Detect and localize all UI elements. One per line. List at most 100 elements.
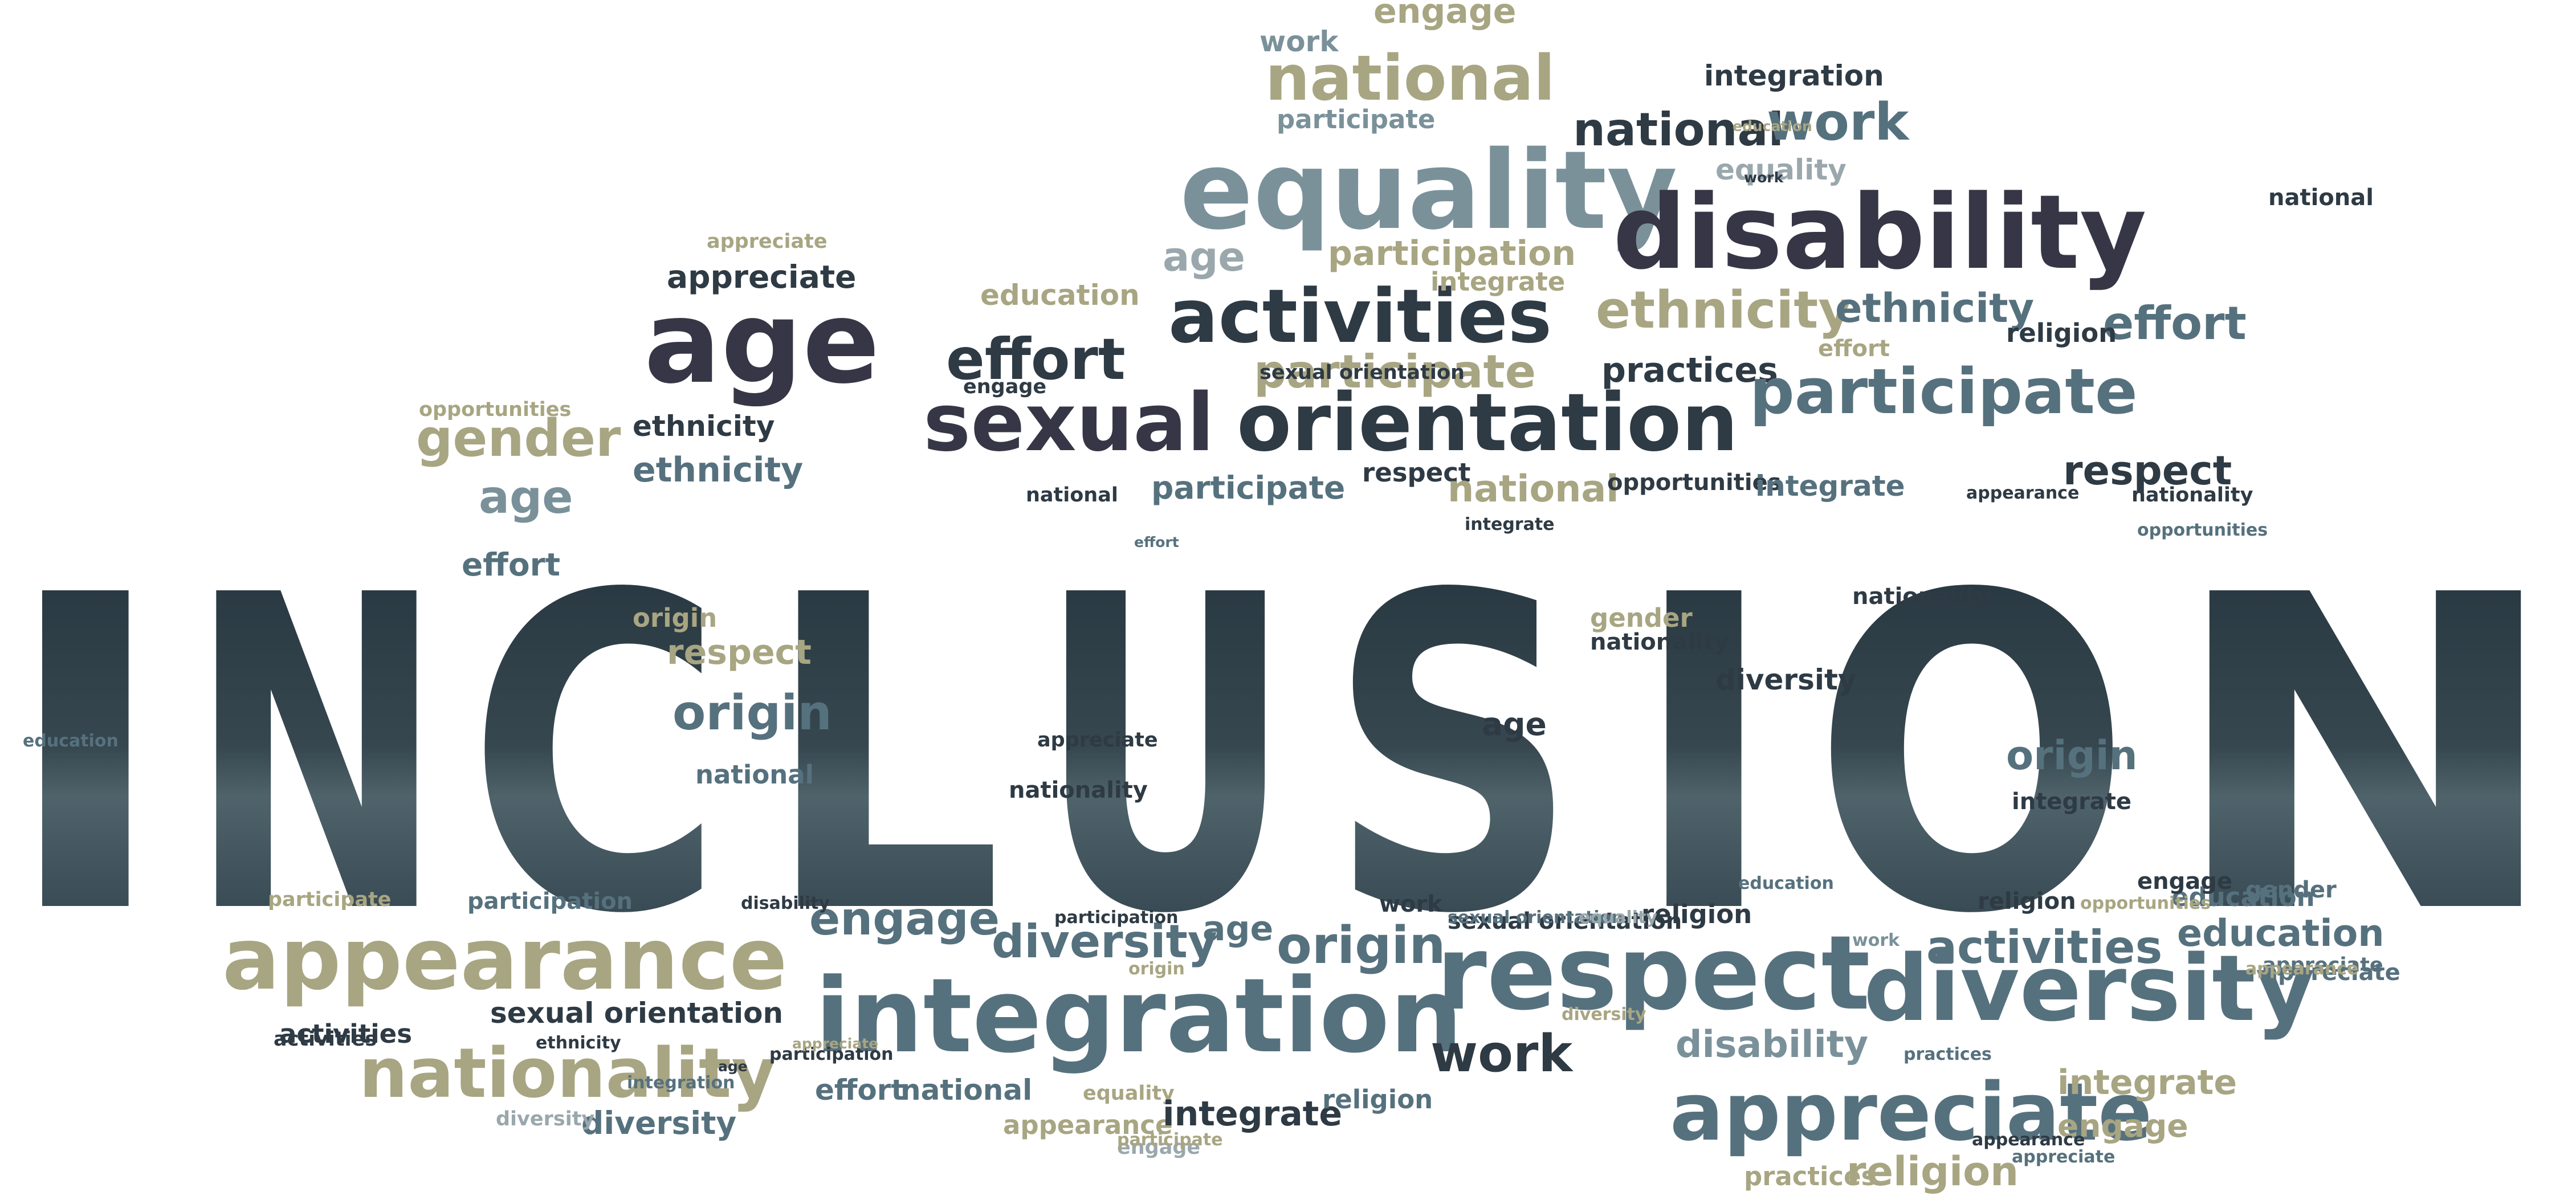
cloud-word: participate xyxy=(1117,1130,1223,1150)
cloud-word: ethnicity xyxy=(536,1033,621,1053)
cloud-word: appearance xyxy=(2245,959,2358,979)
cloud-word: integrate xyxy=(2012,789,2131,815)
cloud-word: age xyxy=(644,276,880,409)
cloud-word: effort xyxy=(1134,534,1179,550)
cloud-word: participate xyxy=(1277,104,1435,134)
cloud-word: participation xyxy=(1054,908,1179,928)
title-letter: N xyxy=(188,505,445,1009)
cloud-word: sexual orientation xyxy=(1448,908,1682,934)
cloud-word: appreciate xyxy=(2263,954,2383,977)
cloud-word: national xyxy=(1573,103,1784,156)
cloud-word: nationality xyxy=(359,1034,776,1113)
cloud-word: participate xyxy=(1750,355,2138,428)
cloud-word: diversity xyxy=(1864,935,2315,1042)
cloud-word: ethnicity xyxy=(633,410,775,443)
cloud-word: integrate xyxy=(1163,1094,1342,1134)
cloud-word: work xyxy=(1260,25,1339,58)
cloud-word: effort xyxy=(1818,336,1890,362)
cloud-word: diversity xyxy=(992,915,1217,968)
cloud-word: appreciate xyxy=(1670,1066,2152,1159)
cloud-word: origin xyxy=(1128,959,1185,979)
cloud-word: engage xyxy=(1117,1136,1200,1159)
cloud-word: practices xyxy=(1744,1161,1876,1191)
cloud-word: disability xyxy=(1676,1023,1868,1066)
cloud-word: religion xyxy=(1978,888,2076,915)
cloud-word: opportunities xyxy=(2080,893,2211,913)
cloud-word: diversity xyxy=(581,1105,736,1141)
cloud-word: religion xyxy=(1641,899,1752,929)
cloud-word: origin xyxy=(672,685,832,741)
cloud-word: origin xyxy=(1277,916,1445,975)
cloud-word: integration xyxy=(815,957,1463,1076)
cloud-word: gender xyxy=(416,409,621,468)
cloud-word: participate xyxy=(1254,345,1536,398)
cloud-word: equality xyxy=(1579,908,1657,928)
cloud-word: nationality xyxy=(2131,484,2253,507)
cloud-word: appreciate xyxy=(707,230,828,253)
cloud-word: work xyxy=(1767,92,1910,152)
cloud-word: gender xyxy=(1590,603,1693,633)
title-letter: I xyxy=(0,505,171,1009)
cloud-word: national xyxy=(695,760,814,790)
cloud-word: religion xyxy=(1322,1084,1433,1115)
cloud-word: participation xyxy=(769,1044,894,1064)
cloud-word: activities xyxy=(1168,273,1552,360)
cloud-word: diversity xyxy=(1715,663,1857,696)
cloud-word: education xyxy=(2177,912,2385,955)
cloud-word: practices xyxy=(1904,1044,1992,1064)
cloud-word: respect xyxy=(1436,914,1870,1033)
cloud-word: ethnicity xyxy=(1596,280,1852,340)
cloud-word: integrate xyxy=(1465,515,1555,534)
cloud-word: national xyxy=(1265,42,1555,115)
cloud-word: age xyxy=(1203,909,1273,949)
cloud-word: age xyxy=(718,1058,748,1075)
cloud-word: engage xyxy=(809,892,1000,945)
cloud-word: diversity xyxy=(1562,1005,1646,1025)
cloud-word: disability xyxy=(741,893,830,913)
cloud-word: respect xyxy=(667,632,812,672)
cloud-word: sexual orientation xyxy=(1260,361,1465,384)
title-letter: S xyxy=(1328,505,1579,1009)
cloud-word: sexual xyxy=(923,377,1214,470)
cloud-word: origin xyxy=(2006,732,2138,779)
cloud-word: national xyxy=(900,1074,1032,1107)
cloud-word: activities xyxy=(274,1028,377,1051)
cloud-word: orientation xyxy=(1237,377,1738,470)
cloud-word: activities xyxy=(1926,921,2162,974)
cloud-word: work xyxy=(1744,169,1784,186)
cloud-word: appreciate xyxy=(2012,1147,2115,1167)
cloud-word: appreciate xyxy=(1037,729,1158,752)
cloud-word: participate xyxy=(1151,470,1345,506)
cloud-word: education xyxy=(1738,874,1834,893)
cloud-word: engage xyxy=(963,375,1046,398)
cloud-word: national xyxy=(1026,484,1118,507)
title-letter: I xyxy=(1630,505,1778,1009)
cloud-word: respect xyxy=(2063,447,2232,494)
cloud-word: effort xyxy=(462,546,560,583)
cloud-word: participation xyxy=(467,888,633,915)
cloud-word: engage xyxy=(1373,0,1517,31)
cloud-word: religion xyxy=(1847,1148,2019,1195)
cloud-word: education xyxy=(980,279,1140,312)
cloud-word: practices xyxy=(1601,350,1778,390)
cloud-word: integrate xyxy=(1755,470,1905,503)
title-letter: U xyxy=(1037,505,1294,1009)
cloud-word: ethnicity xyxy=(1835,285,2034,332)
cloud-word: appearance xyxy=(1972,1130,2085,1150)
cloud-word: equality xyxy=(1715,153,1847,186)
cloud-word: origin xyxy=(633,603,717,633)
cloud-word: integrate xyxy=(1430,267,1565,297)
cloud-word: ethnicity xyxy=(633,450,803,490)
cloud-word: appearance xyxy=(222,910,788,1009)
cloud-word: opportunities xyxy=(419,398,571,421)
cloud-word: engage xyxy=(2137,868,2232,895)
cloud-word: education xyxy=(23,731,119,751)
cloud-word: effort xyxy=(2103,297,2247,350)
cloud-word: nationality xyxy=(1852,583,1991,610)
cloud-word: integration xyxy=(627,1073,735,1093)
cloud-word: integration xyxy=(1704,59,1884,92)
cloud-word: work xyxy=(1430,1024,1574,1084)
cloud-word: effort xyxy=(815,1074,904,1107)
cloud-word: diversity xyxy=(496,1108,594,1130)
